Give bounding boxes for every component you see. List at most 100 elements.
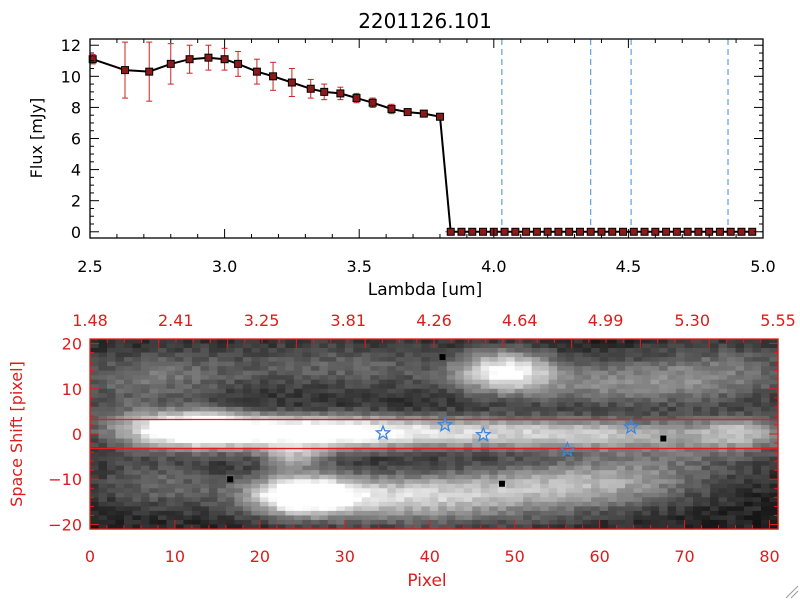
image-pixel (106, 397, 117, 403)
image-pixel (302, 388, 312, 394)
image-pixel (378, 420, 388, 426)
image-pixel (149, 388, 159, 394)
image-pixel (123, 357, 134, 363)
image-pixel (361, 452, 371, 458)
image-pixel (557, 406, 567, 412)
image-pixel (727, 524, 737, 530)
image-pixel (591, 483, 601, 489)
image-pixel (616, 519, 626, 526)
image-pixel (293, 470, 303, 476)
image-pixel (285, 357, 295, 363)
image-pixel (548, 339, 558, 345)
image-pixel (123, 447, 134, 453)
image-pixel (727, 465, 737, 471)
image-pixel (353, 474, 363, 480)
image-pixel (616, 420, 626, 426)
image-pixel (149, 352, 159, 358)
image-pixel (404, 501, 414, 507)
image-pixel (718, 488, 728, 494)
image-pixel (310, 361, 320, 367)
image-pixel (378, 474, 388, 480)
image-pixel (276, 357, 286, 363)
image-pixel (225, 339, 235, 345)
image-pixel (259, 343, 269, 349)
image-pixel (455, 361, 465, 367)
image-pixel (106, 524, 117, 530)
image-pixel (557, 465, 567, 471)
image-pixel (735, 483, 745, 489)
image-pixel (761, 343, 771, 349)
image-pixel (633, 461, 643, 467)
image-pixel (463, 438, 473, 444)
image-pixel (421, 452, 431, 458)
image-pixel (769, 411, 779, 417)
image-pixel (421, 492, 431, 498)
image-pixel (344, 339, 354, 345)
image-pixel (752, 366, 762, 372)
image-pixel (438, 406, 448, 412)
image-pixel (608, 447, 618, 453)
image-pixel (353, 434, 363, 440)
x-tick-label: 2.5 (77, 257, 102, 276)
image-pixel (336, 384, 346, 390)
image-pixel (90, 352, 100, 358)
image-pixel (489, 429, 499, 435)
image-pixel (531, 506, 541, 512)
image-pixel (616, 384, 626, 390)
image-pixel (217, 429, 227, 435)
image-pixel (531, 406, 541, 412)
image-pixel (183, 402, 193, 408)
image-pixel (565, 456, 575, 462)
image-pixel (659, 497, 669, 503)
image-pixel (361, 492, 371, 498)
image-pixel (200, 366, 210, 372)
image-pixel (497, 524, 507, 530)
image-pixel (710, 452, 720, 458)
image-pixel (446, 524, 456, 530)
image-pixel (166, 411, 176, 417)
image-pixel (183, 429, 193, 435)
image-pixel (353, 447, 363, 453)
image-pixel (514, 465, 524, 471)
image-pixel (676, 420, 686, 426)
image-pixel (642, 492, 652, 498)
image-pixel (565, 492, 575, 498)
image-pixel (421, 465, 431, 471)
image-pixel (429, 492, 439, 498)
image-pixel (548, 470, 558, 476)
image-pixel (718, 452, 728, 458)
image-pixel (506, 506, 516, 512)
image-pixel (523, 488, 533, 494)
image-pixel (438, 375, 448, 381)
image-pixel (276, 443, 286, 449)
image-pixel (727, 370, 737, 376)
image-pixel (217, 343, 227, 349)
data-point (619, 227, 628, 236)
image-pixel (361, 488, 371, 494)
image-panel: 0 10 20 30 40 50 60 70 80 1.48 2.41 3.25 3.81 4.26 4.… (7, 311, 796, 591)
top-tick-label: 2.41 (158, 311, 194, 330)
image-pixel (90, 434, 100, 440)
image-pixel (395, 379, 405, 385)
image-pixel (608, 411, 618, 417)
image-pixel (276, 456, 286, 462)
image-pixel (183, 434, 193, 440)
image-pixel (200, 461, 210, 467)
image-pixel (123, 429, 134, 435)
image-pixel (472, 370, 482, 376)
image-pixel (523, 438, 533, 444)
image-pixel (514, 461, 524, 467)
image-pixel (336, 406, 346, 412)
image-pixel (242, 488, 252, 494)
resize-grip-icon[interactable] (785, 585, 799, 599)
image-pixel (225, 352, 235, 358)
image-pixel (463, 352, 473, 358)
image-pixel (183, 465, 193, 471)
image-pixel (625, 447, 635, 453)
image-pixel (744, 348, 754, 354)
image-pixel (242, 411, 252, 417)
image-pixel (565, 348, 575, 354)
image-pixel (370, 447, 380, 453)
image-pixel (344, 379, 354, 385)
image-pixel (302, 519, 312, 526)
